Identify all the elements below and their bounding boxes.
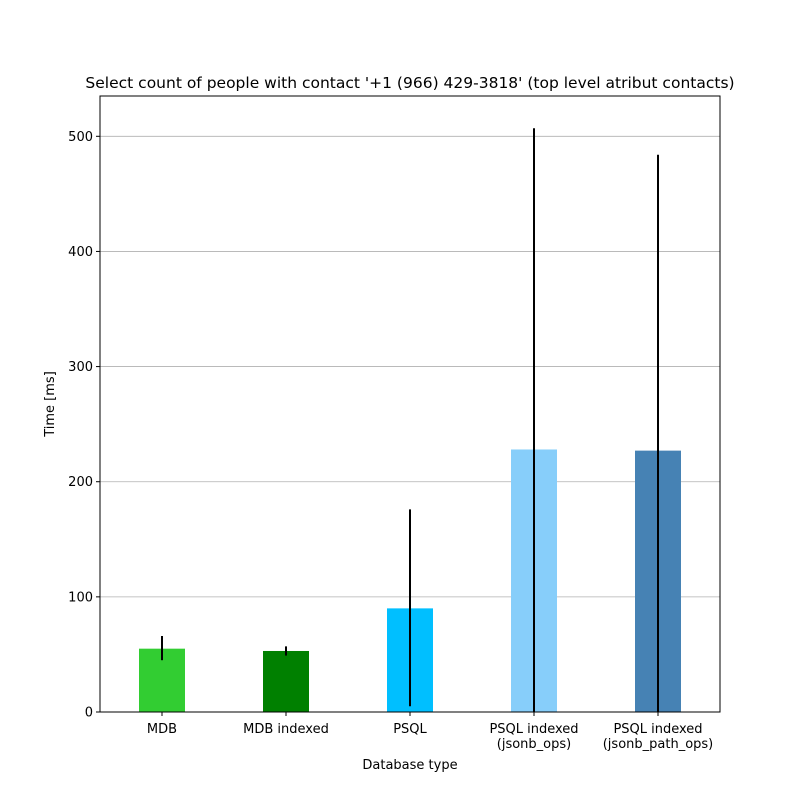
x-tick-label: MDB: [147, 722, 177, 737]
bar: [263, 650, 309, 712]
x-tick-label: PSQL: [393, 722, 427, 737]
x-ticks: MDB MDB indexed PSQL PSQL indexed(jsonb_ops…: [147, 712, 713, 752]
y-ticks: 0 100 200 300 400 500: [68, 130, 100, 721]
chart-title: Select count of people with contact '+1 …: [85, 74, 734, 92]
x-tick-label: (jsonb_ops): [497, 737, 571, 752]
grid-lines: [100, 135, 720, 598]
y-tick-label: 500: [68, 130, 93, 145]
x-tick-label: PSQL indexed: [613, 722, 702, 737]
x-tick-label: (jsonb_path_ops): [603, 737, 714, 752]
y-tick-label: 200: [68, 475, 93, 490]
y-tick-label: 100: [68, 590, 93, 605]
y-axis-label: Time [ms]: [43, 371, 58, 438]
error-bars: [161, 128, 659, 712]
x-tick-label: MDB indexed: [243, 722, 329, 737]
x-tick-label: PSQL indexed: [489, 722, 578, 737]
y-tick-label: 0: [85, 706, 93, 721]
y-tick-label: 400: [68, 245, 93, 260]
x-axis-label: Database type: [362, 758, 457, 773]
y-tick-label: 300: [68, 360, 93, 375]
